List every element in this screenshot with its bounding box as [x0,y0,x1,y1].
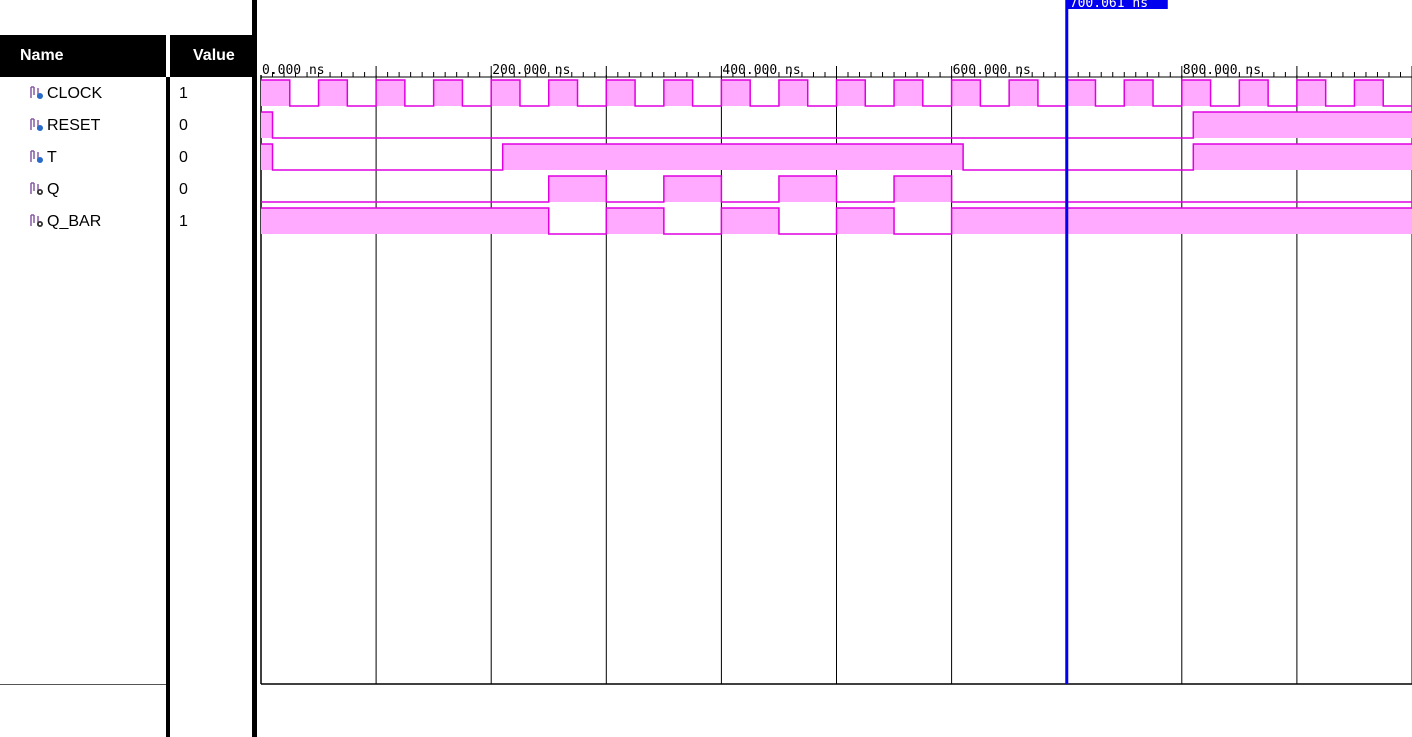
signal-row-q[interactable]: Q [0,174,166,206]
signal-name: Q_BAR [47,213,102,230]
high-pulse [502,144,964,170]
high-pulse [836,208,895,234]
ruler-tick-label: 0.000 ns [262,63,325,78]
high-pulse [433,80,463,106]
signal-name: T [47,149,57,166]
high-pulse [1124,80,1154,106]
value-wave-splitter[interactable] [252,0,257,737]
high-pulse [1181,80,1211,106]
time-cursor[interactable]: 700.061 ns [1065,0,1168,684]
high-pulse [318,80,348,106]
signal-row-t[interactable]: T [0,142,166,174]
ruler-tick-label: 200.000 ns [492,63,570,78]
signal-value-t: 0 [179,149,188,166]
high-pulse [548,80,578,106]
waveform-pane[interactable]: 0.000 ns 200.000 ns 400.000 ns 600.000 ns 80… [259,0,1412,737]
ruler-tick-label: 400.000 ns [722,63,800,78]
high-pulse [1009,80,1038,106]
signal-value-reset: 0 [179,117,188,134]
high-pulse [663,80,693,106]
high-pulse [836,80,866,106]
cursor-flag[interactable] [1066,0,1168,9]
high-pulse [1354,80,1384,106]
name-column-header[interactable]: Name [0,35,166,77]
high-pulse [778,80,808,106]
cursor-time-label: 700.061 ns [1070,0,1148,11]
high-pulse [261,112,273,138]
signal-row-clock[interactable]: CLOCK [0,78,166,110]
high-pulse [894,80,923,106]
high-pulse [1296,80,1326,106]
high-pulse [1239,80,1269,106]
waveform-traces [261,79,1412,235]
name-header-label: Name [20,47,64,64]
signal-name: RESET [47,117,101,134]
high-pulse [721,80,751,106]
input-signal-icon [30,86,43,99]
high-pulse [721,208,779,234]
waveform-q[interactable] [261,175,1412,203]
high-pulse [491,80,520,106]
high-pulse [663,176,722,202]
trace-line [261,143,1412,171]
high-pulse [261,208,549,234]
input-signal-icon [30,118,43,131]
high-pulse [261,144,273,170]
trace-line [261,175,1412,203]
waveform-t[interactable] [261,143,1412,171]
ruler-tick-label: 800.000 ns [1183,63,1261,78]
value-column-header[interactable]: Value [170,35,252,77]
name-value-splitter[interactable] [166,77,170,737]
signal-row-reset[interactable]: RESET [0,110,166,142]
trace-line [261,207,1412,235]
high-pulse [606,80,636,106]
high-pulse [376,80,405,106]
value-header-label: Value [193,47,235,64]
trace-line [261,111,1412,139]
high-pulse [606,208,664,234]
time-ruler: 0.000 ns 200.000 ns 400.000 ns 600.000 ns 80… [261,63,1412,78]
output-signal-icon [30,182,43,195]
waveform-clock[interactable] [261,79,1412,107]
waveform-reset[interactable] [261,111,1412,139]
input-signal-icon [30,150,43,163]
signal-value-q-bar: 1 [179,213,188,230]
output-signal-icon [30,214,43,227]
signal-value-clock: 1 [179,85,188,102]
name-pane-bottom-line [0,684,166,685]
high-pulse [778,176,837,202]
high-pulse [894,176,952,202]
high-pulse [1066,80,1096,106]
high-pulse [1193,112,1412,138]
signal-name: CLOCK [47,85,103,102]
high-pulse [261,80,290,106]
high-pulse [1193,144,1412,170]
ruler-tick-label: 600.000 ns [953,63,1031,78]
signal-row-q-bar[interactable]: Q_BAR [0,206,166,238]
waveform-q-bar[interactable] [261,207,1412,235]
signal-name: Q [47,181,60,198]
high-pulse [951,208,1412,234]
signal-value-q: 0 [179,181,188,198]
trace-line [261,79,1412,107]
high-pulse [951,80,981,106]
high-pulse [548,176,607,202]
